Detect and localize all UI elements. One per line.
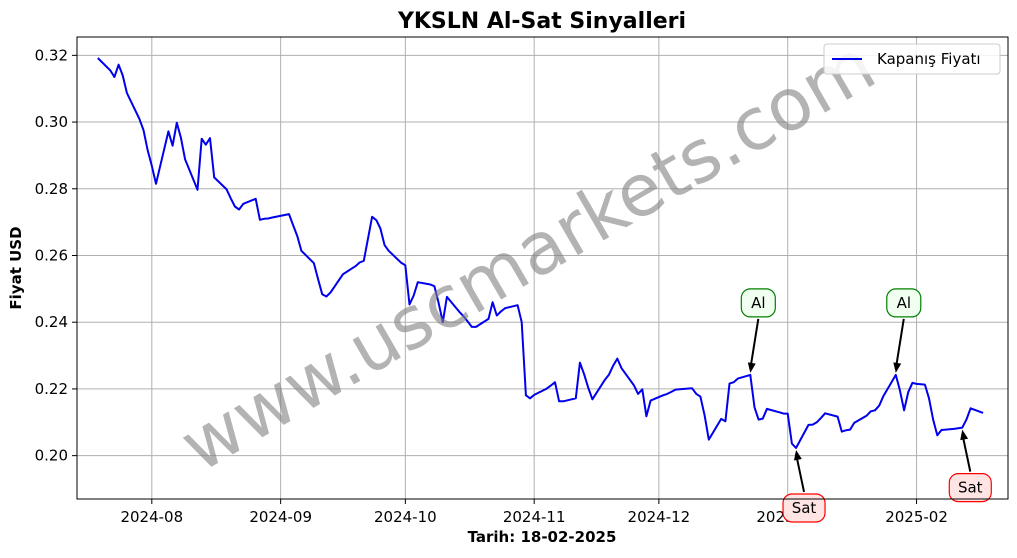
x-tick-label: 2024-12: [628, 508, 691, 526]
legend-label: Kapanış Fiyatı: [877, 50, 981, 68]
series-line-kapanis-fiyati: [97, 57, 984, 449]
signal-arrow: [749, 318, 760, 370]
signal-annotations: Al Sat Al Sat: [740, 288, 992, 523]
x-tick-label: 2025-02: [885, 508, 948, 526]
y-tick-label: 0.26: [35, 246, 68, 264]
signal-box: [886, 288, 922, 318]
y-tick-label: 0.28: [35, 180, 68, 198]
signal-label: Al: [897, 294, 911, 312]
y-tick-label: 0.32: [35, 46, 68, 64]
x-axis: 2024-08 2024-09 2024-10 2024-11 2024-12 2025-…: [120, 499, 948, 526]
buy-signal: Al: [740, 288, 776, 373]
signal-box: [740, 288, 776, 318]
y-tick-label: 0.30: [35, 113, 68, 131]
x-axis-label: Tarih: 18-02-2025: [468, 528, 617, 546]
x-tick-label: 2024-10: [374, 508, 437, 526]
sell-signal: Sat: [948, 429, 992, 503]
signal-label: Al: [751, 294, 765, 312]
x-tick-label: 2024-09: [249, 508, 312, 526]
y-axis: 0.20 0.22 0.24 0.26 0.28 0.30 0.32: [35, 46, 77, 465]
chart-title: YKSLN Al-Sat Sinyalleri: [397, 9, 686, 34]
x-tick-label: 2024-11: [503, 508, 566, 526]
y-tick-label: 0.24: [35, 313, 68, 331]
legend-box: [823, 43, 1001, 75]
plot-area: [97, 57, 984, 449]
signal-arrow-head: [893, 362, 902, 373]
buy-signal: Al: [886, 288, 922, 373]
signal-arrow: [894, 318, 905, 370]
y-axis-label: Fiyat USD: [7, 226, 25, 309]
signal-arrow-head: [747, 362, 756, 373]
signal-arrow-head: [960, 429, 969, 441]
signal-label: Sat: [958, 479, 983, 497]
signal-arrow-head: [793, 449, 802, 461]
signal-box: [948, 473, 992, 503]
x-tick-label: 2024-08: [120, 508, 183, 526]
signal-arrow: [795, 453, 806, 493]
signal-box: [782, 493, 826, 523]
legend: Kapanış Fiyatı: [823, 43, 1001, 75]
y-tick-label: 0.20: [35, 447, 68, 465]
y-tick-label: 0.22: [35, 380, 68, 398]
plot-frame: [76, 36, 1009, 500]
signal-arrow: [961, 433, 972, 472]
signal-label: Sat: [792, 499, 817, 517]
sell-signal: Sat: [782, 449, 826, 523]
